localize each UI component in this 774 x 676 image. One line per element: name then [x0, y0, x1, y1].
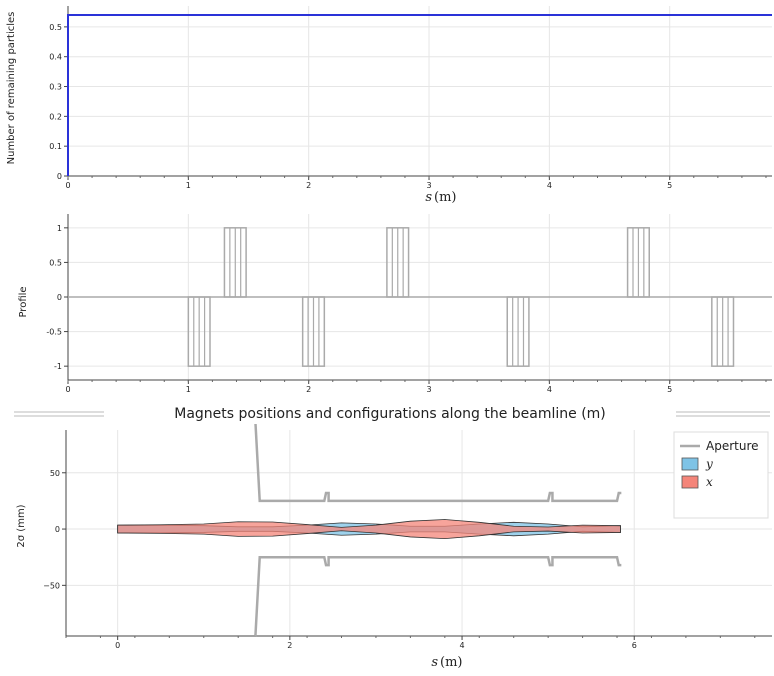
legend-x-swatch — [681, 475, 699, 489]
y-tick-label: -1 — [54, 362, 62, 371]
x-tick-label: 6 — [632, 641, 637, 650]
x-axis-unit: (m) — [440, 655, 462, 670]
y-tick-label: 1 — [57, 224, 62, 233]
x-tick-label: 0 — [115, 641, 120, 650]
x-tick-label: 4 — [547, 385, 552, 394]
y-tick-label: -0.5 — [46, 328, 62, 337]
chart-title: Magnets positions and configurations alo… — [174, 406, 606, 422]
x-envelope-area — [117, 519, 621, 540]
x-tick-label: 0 — [65, 181, 70, 190]
x-axis-label: s — [425, 190, 432, 205]
x-tick-label: 1 — [186, 181, 191, 190]
y-tick-label: 0 — [55, 525, 60, 534]
y-tick-label: 0 — [57, 293, 62, 302]
beam-envelope-chart: 0 2 4 6 50 0 −50 2σ (mm) s (m) Aperture yx — [16, 422, 772, 670]
y-tick-label: 0 — [57, 172, 62, 181]
legend-x-label: x — [706, 475, 713, 489]
x-tick-label: 3 — [426, 385, 431, 394]
legend: Aperture yx — [673, 431, 769, 519]
x-tick-label: 2 — [306, 181, 311, 190]
magnets-panel: 0 1 2 3 4 5 1 0.5 0 -0.5 -1 Profile Magnets positi… — [0, 206, 774, 424]
x-tick-label: 3 — [426, 181, 431, 190]
y-axis-label: 2σ (mm) — [16, 504, 27, 547]
remaining-particles-line — [67, 13, 772, 176]
magnets-chart: 0 1 2 3 4 5 1 0.5 0 -0.5 -1 Profile Magnets positi… — [14, 214, 772, 422]
legend-Aperture-label: Aperture — [706, 439, 759, 453]
y-tick-label: 0.5 — [49, 258, 62, 267]
remaining-particles-chart: 0 1 2 3 4 5 0 0.1 0.2 0.3 0.4 0.5 Number of remaini… — [6, 6, 772, 205]
aperture-upper-line — [254, 422, 622, 503]
x-axis-label: s — [431, 655, 438, 670]
y-axis-label: Profile — [18, 286, 29, 317]
y-tick-label: 50 — [50, 469, 60, 478]
x-tick-label: 2 — [306, 385, 311, 394]
legend-y-label: y — [705, 457, 713, 471]
y-axis-label: Number of remaining particles — [6, 12, 17, 165]
envelope-panel: 0 2 4 6 50 0 −50 2σ (mm) s (m) Aperture y x — [0, 422, 774, 672]
x-tick-label: 1 — [186, 385, 191, 394]
remaining-particles-panel: 0 1 2 3 4 5 0 0.1 0.2 0.3 0.4 0.5 Number of remaini… — [0, 0, 774, 206]
x-axis-unit: (m) — [434, 190, 456, 205]
x-tick-label: 4 — [547, 181, 552, 190]
aperture-lower-line — [254, 555, 622, 637]
y-tick-label: 0.4 — [49, 53, 62, 62]
legend-y-swatch — [681, 457, 699, 471]
y-tick-label: 0.1 — [49, 142, 62, 151]
y-tick-label: 0.2 — [49, 112, 62, 121]
x-tick-label: 2 — [287, 641, 292, 650]
y-tick-label: 0.3 — [49, 83, 62, 92]
x-tick-label: 5 — [667, 181, 672, 190]
x-tick-label: 5 — [667, 385, 672, 394]
y-tick-label: 0.5 — [49, 23, 62, 32]
y-tick-label: −50 — [43, 581, 60, 590]
x-tick-label: 0 — [65, 385, 70, 394]
x-tick-label: 4 — [460, 641, 465, 650]
